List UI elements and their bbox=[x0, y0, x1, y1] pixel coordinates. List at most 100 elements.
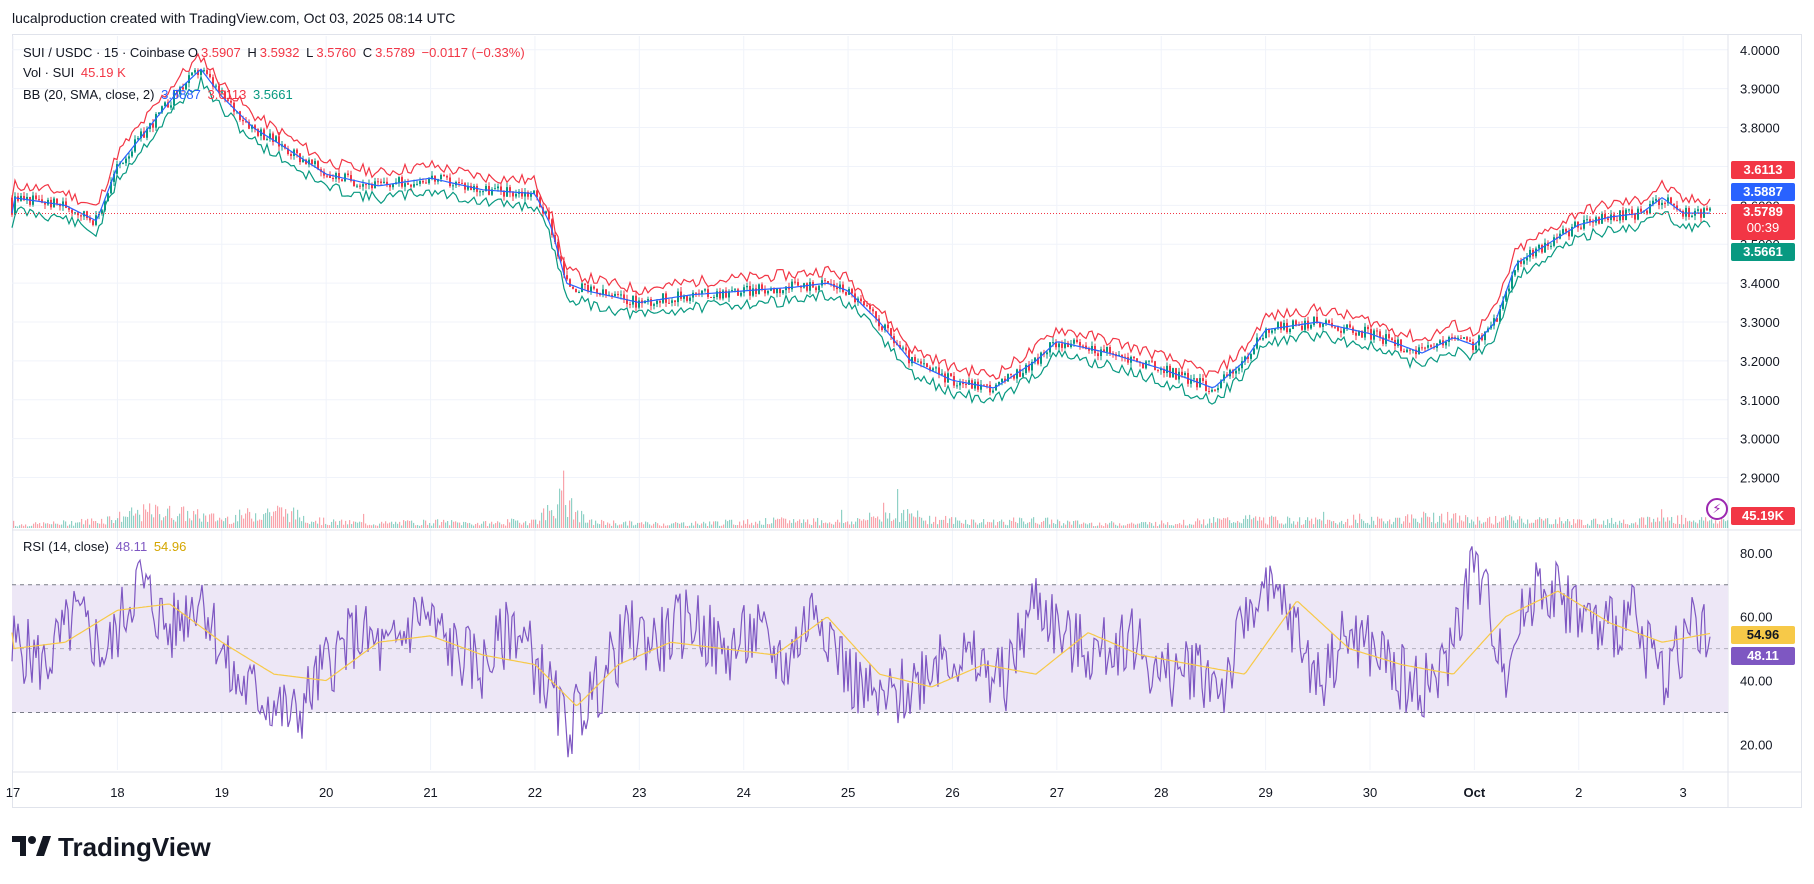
volume-bar bbox=[103, 523, 105, 528]
y-axis: 4.00003.90003.80003.70003.60003.50003.40… bbox=[1740, 43, 1780, 753]
candle-body bbox=[1190, 379, 1192, 384]
volume-bar bbox=[185, 521, 187, 528]
candle-body bbox=[425, 182, 427, 184]
candle-body bbox=[551, 219, 553, 235]
volume-bar bbox=[263, 514, 265, 528]
candle-body bbox=[593, 286, 595, 289]
candle-body bbox=[1082, 345, 1084, 347]
candle-body bbox=[734, 289, 736, 291]
volume-bar bbox=[725, 519, 727, 528]
volume-bar bbox=[775, 519, 777, 528]
volume-bar bbox=[1201, 524, 1203, 528]
volume-bar bbox=[1261, 520, 1263, 528]
x-tick-label: 24 bbox=[736, 785, 750, 800]
candle-body bbox=[1292, 320, 1294, 329]
candle-body bbox=[989, 384, 991, 393]
candle-body bbox=[467, 185, 469, 190]
x-tick-label: 23 bbox=[632, 785, 646, 800]
volume-bar bbox=[1163, 523, 1165, 528]
volume-bar bbox=[1367, 522, 1369, 528]
candle-body bbox=[53, 198, 55, 208]
candle-body bbox=[203, 70, 205, 72]
volume-bar bbox=[371, 525, 373, 528]
volume-bar bbox=[853, 524, 855, 528]
attribution: lucalproduction created with TradingView… bbox=[12, 10, 456, 26]
volume-bar bbox=[1423, 511, 1425, 528]
candle-body bbox=[875, 311, 877, 319]
volume-bar bbox=[337, 524, 339, 528]
volume-bar bbox=[277, 505, 279, 528]
volume-bar bbox=[751, 522, 753, 528]
volume-bar bbox=[1415, 518, 1417, 528]
volume-bar bbox=[473, 525, 475, 528]
candle-body bbox=[1034, 357, 1036, 362]
volume-bar bbox=[1639, 518, 1641, 528]
volume-bar bbox=[415, 525, 417, 528]
candle-body bbox=[959, 382, 961, 386]
volume-bar bbox=[793, 519, 795, 528]
candle-body bbox=[686, 295, 688, 301]
volume-bar bbox=[455, 521, 457, 528]
candle-body bbox=[620, 294, 622, 296]
volume-bar bbox=[289, 522, 291, 528]
candle-body bbox=[1640, 208, 1642, 212]
rsi-value: 48.11 bbox=[115, 539, 148, 554]
volume-bar bbox=[481, 523, 483, 528]
candle-body bbox=[245, 121, 247, 123]
volume-bar bbox=[857, 518, 859, 528]
volume-bar bbox=[1689, 520, 1691, 528]
volume-bar bbox=[315, 520, 317, 528]
volume-bar bbox=[1667, 517, 1669, 528]
volume-bar bbox=[467, 523, 469, 528]
volume-bar bbox=[1671, 516, 1673, 528]
volume-bar bbox=[365, 523, 367, 528]
volume-bar bbox=[933, 521, 935, 528]
volume-bar bbox=[1267, 524, 1269, 528]
volume-bar bbox=[757, 523, 759, 528]
volume-bar bbox=[911, 513, 913, 528]
candle-body bbox=[161, 106, 163, 113]
volume-bar bbox=[975, 522, 977, 528]
volume-bar bbox=[1621, 522, 1623, 528]
candle-body bbox=[410, 184, 412, 187]
candle-body bbox=[617, 293, 619, 295]
candle-body bbox=[1325, 320, 1327, 324]
volume-bar bbox=[49, 524, 51, 528]
volume-bar bbox=[453, 521, 455, 528]
volume-bar bbox=[1467, 517, 1469, 528]
candle-body bbox=[1676, 205, 1678, 210]
volume-bar bbox=[129, 511, 131, 528]
volume-bar bbox=[881, 521, 883, 528]
candle-body bbox=[1598, 217, 1600, 224]
candle-body bbox=[224, 91, 226, 100]
volume-bar bbox=[1209, 518, 1211, 528]
volume-bar bbox=[1033, 517, 1035, 528]
volume-bar bbox=[1241, 523, 1243, 528]
volume-bar bbox=[927, 524, 929, 528]
volume-bar bbox=[1179, 523, 1181, 528]
volume-bar bbox=[889, 513, 891, 528]
volume-bar bbox=[1687, 521, 1689, 528]
volume-bar bbox=[667, 525, 669, 528]
volume-bar bbox=[1435, 523, 1437, 528]
volume-bar bbox=[311, 521, 313, 528]
volume-bar bbox=[1181, 524, 1183, 528]
candle-body bbox=[1496, 318, 1498, 322]
volume-bar bbox=[347, 524, 349, 528]
volume-bar bbox=[1715, 520, 1717, 528]
volume-bar bbox=[985, 524, 987, 528]
volume-bar bbox=[937, 524, 939, 528]
candle-body bbox=[56, 198, 58, 204]
close-value: 3.5789 bbox=[375, 45, 415, 60]
lightning-icon[interactable]: ⚡ bbox=[1706, 498, 1728, 520]
volume-bar bbox=[955, 517, 957, 528]
candle-body bbox=[1538, 244, 1540, 249]
volume-bar bbox=[435, 519, 437, 528]
candle-body bbox=[809, 282, 811, 291]
candle-body bbox=[737, 289, 739, 296]
volume-bar bbox=[1287, 516, 1289, 528]
candle-body bbox=[38, 199, 40, 201]
volume-bar bbox=[207, 521, 209, 528]
volume-bar bbox=[997, 522, 999, 528]
